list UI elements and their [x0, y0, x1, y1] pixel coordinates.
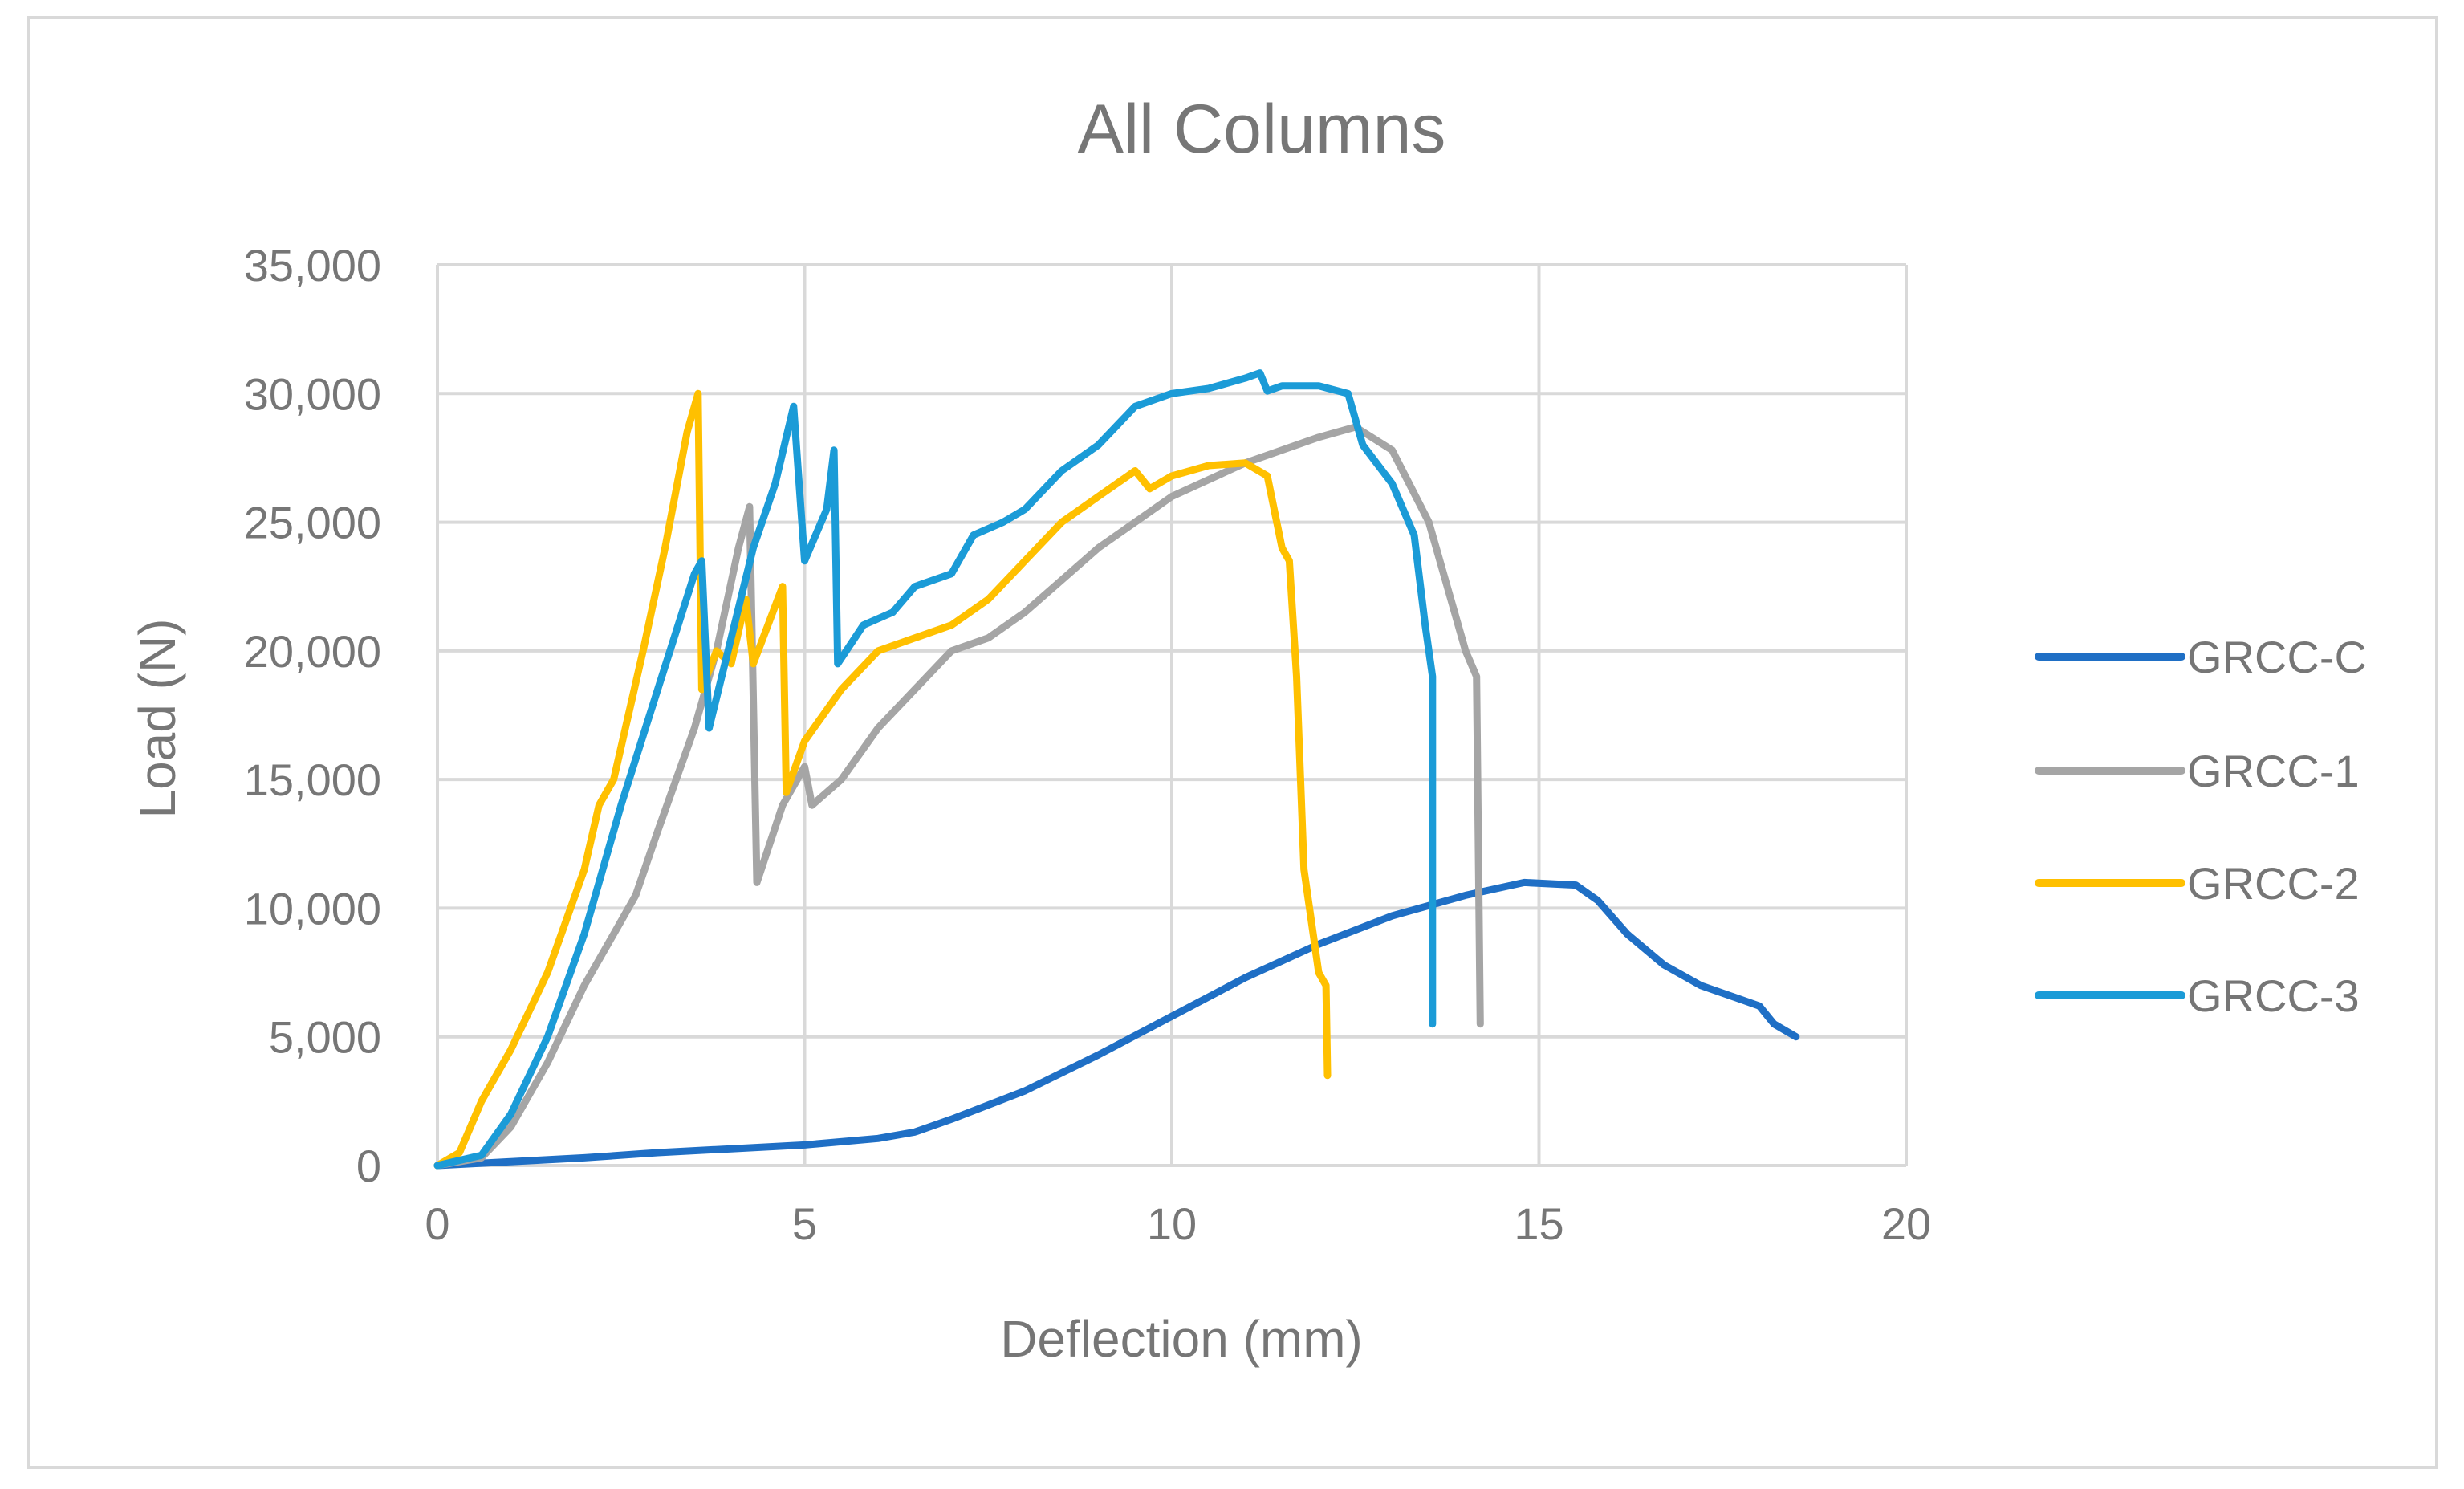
y-tick-label: 25,000	[244, 498, 381, 548]
y-tick-label: 5,000	[269, 1012, 381, 1063]
x-tick-label: 10	[1147, 1198, 1197, 1249]
y-axis-ticks: 0 5,000 10,000 15,000 20,000 25,000 30,000 35,0…	[244, 240, 381, 1191]
legend-label: GRCC-3	[2187, 970, 2360, 1021]
x-tick-label: 0	[425, 1198, 449, 1249]
series-line-grcc-1	[433, 423, 1484, 1170]
y-tick-label: 20,000	[244, 626, 381, 677]
x-tick-label: 20	[1881, 1198, 1931, 1249]
legend-item-grcc-3: GRCC-3	[2035, 970, 2360, 1021]
chart-title: All Columns	[1078, 91, 1446, 168]
legend-label: GRCC-1	[2187, 746, 2360, 796]
legend: GRCC-C GRCC-1 GRCC-2 GRCC-3	[2035, 632, 2367, 1021]
x-axis-ticks: 0 5 10 15 20	[425, 1198, 1931, 1249]
legend-item-grcc-1: GRCC-1	[2035, 746, 2360, 796]
y-axis-title: Load (N)	[128, 619, 186, 819]
y-tick-label: 15,000	[244, 755, 381, 805]
series-line-grcc-c	[433, 878, 1800, 1170]
y-tick-label: 35,000	[244, 240, 381, 291]
series-lines	[433, 369, 1800, 1170]
y-tick-label: 30,000	[244, 368, 381, 419]
grid	[436, 263, 1908, 1167]
series-line-grcc-3	[433, 369, 1437, 1170]
x-axis-title: Deflection (mm)	[1000, 1310, 1363, 1368]
y-tick-label: 0	[356, 1141, 381, 1191]
x-tick-label: 15	[1514, 1198, 1563, 1249]
y-tick-label: 10,000	[244, 883, 381, 934]
legend-label: GRCC-2	[2187, 858, 2360, 909]
legend-label: GRCC-C	[2187, 632, 2367, 682]
legend-item-grcc-2: GRCC-2	[2035, 858, 2360, 909]
series-line-grcc-2	[433, 389, 1332, 1170]
legend-item-grcc-c: GRCC-C	[2035, 632, 2367, 682]
x-tick-label: 5	[792, 1198, 817, 1249]
chart-border	[27, 16, 2438, 1469]
